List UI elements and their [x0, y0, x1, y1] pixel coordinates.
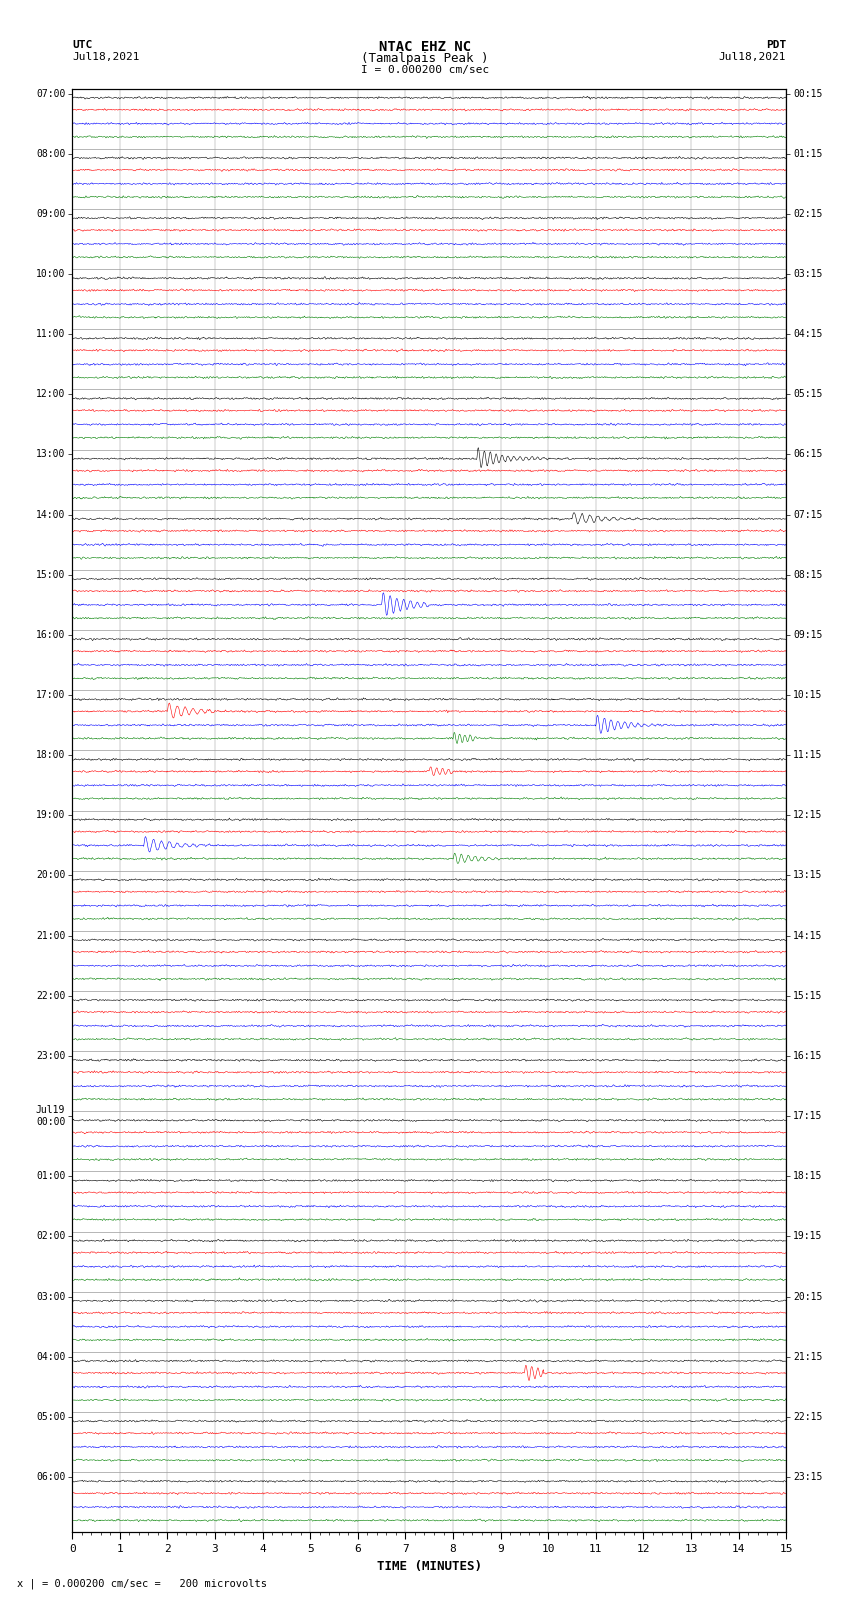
Text: I = 0.000200 cm/sec: I = 0.000200 cm/sec [361, 65, 489, 74]
Text: (Tamalpais Peak ): (Tamalpais Peak ) [361, 52, 489, 65]
Text: Jul18,2021: Jul18,2021 [72, 52, 139, 61]
Text: UTC: UTC [72, 40, 93, 50]
Text: Jul18,2021: Jul18,2021 [719, 52, 786, 61]
Text: PDT: PDT [766, 40, 786, 50]
Text: NTAC EHZ NC: NTAC EHZ NC [379, 40, 471, 55]
Text: x | = 0.000200 cm/sec =   200 microvolts: x | = 0.000200 cm/sec = 200 microvolts [17, 1578, 267, 1589]
X-axis label: TIME (MINUTES): TIME (MINUTES) [377, 1560, 482, 1573]
